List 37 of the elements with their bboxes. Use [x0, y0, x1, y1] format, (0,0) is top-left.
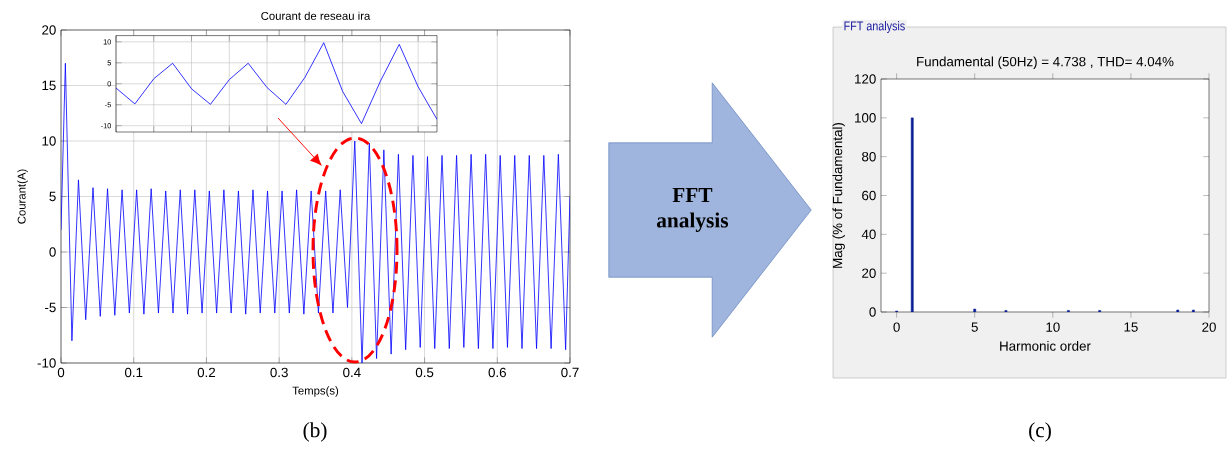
- y-tick-label: -5: [45, 302, 56, 313]
- text: (c): [1029, 422, 1051, 442]
- x-tick-label: 0.7: [561, 367, 579, 378]
- y-tick-label: 0: [869, 307, 876, 317]
- text: FFT analysis: [656, 188, 729, 232]
- x-tick-label: 0: [57, 367, 65, 378]
- x-tick-label: 0.4: [343, 367, 361, 378]
- x-axis-title: Temps(s): [292, 386, 339, 397]
- y-tick-label: 10: [42, 136, 56, 146]
- y-axis-title: Courant(A): [17, 169, 28, 224]
- chart-title: Fundamental (50Hz) = 4.738 , THD= 4.04%: [917, 56, 1174, 69]
- x-tick-label: 10: [1046, 322, 1060, 332]
- x-tick-label: 5: [971, 322, 978, 332]
- y-tick-label: -10: [37, 358, 56, 368]
- x-tick-label: 0.6: [488, 367, 506, 378]
- x-tick-label: 0.1: [124, 367, 143, 378]
- x-tick-label: 20: [1202, 322, 1216, 332]
- y-axis-title: Mag (% of Fundamental): [832, 122, 845, 268]
- y-tick-label: 40: [861, 229, 876, 240]
- y-tick-label: 5: [49, 191, 56, 202]
- text: (b): [303, 422, 327, 442]
- y-tick-label: 0: [49, 247, 56, 257]
- chart-title: Courant de reseau ira: [261, 11, 371, 20]
- x-axis-title: Harmonic order: [1000, 341, 1091, 351]
- x-tick-label: 15: [1124, 322, 1138, 332]
- y-tick-label: 20: [42, 25, 56, 35]
- x-tick-label: 0: [893, 322, 900, 332]
- text: FFT analysis: [844, 21, 905, 33]
- y-tick-label: 80: [862, 151, 876, 162]
- x-tick-label: 0.2: [197, 367, 216, 378]
- y-tick-label: 20: [862, 268, 876, 278]
- y-tick-label: 60: [862, 190, 876, 201]
- x-tick-label: 0.3: [270, 367, 288, 378]
- y-tick-label: 15: [42, 80, 56, 91]
- y-tick-label: 120: [855, 74, 876, 84]
- x-tick-label: 0.5: [415, 367, 434, 378]
- y-tick-label: 100: [855, 113, 876, 123]
